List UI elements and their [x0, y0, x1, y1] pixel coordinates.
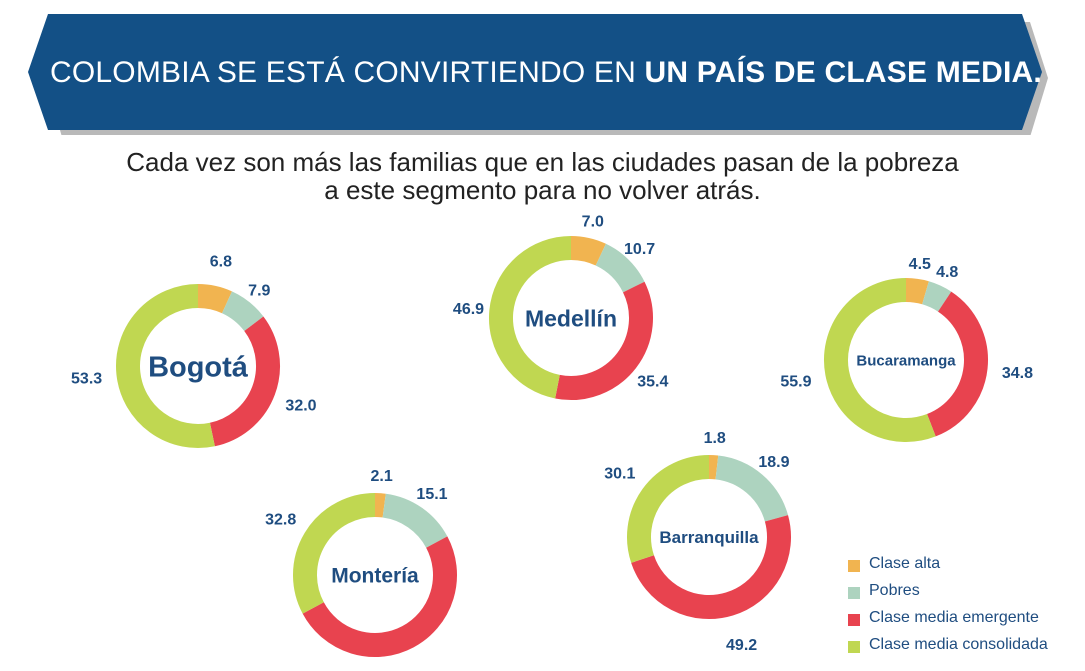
page-title: COLOMBIA SE ESTÁ CONVIRTIENDO EN UN PAÍS…: [50, 56, 1042, 90]
banner-shape: [28, 14, 1042, 130]
value-label-medellin-clase-media-consolidada: 46.9: [453, 301, 484, 318]
city-label-medellin: Medellín: [525, 305, 617, 331]
city-label-bogota: Bogotá: [148, 351, 249, 383]
legend-label-clase-alta: Clase alta: [869, 555, 941, 572]
segment-bucaramanga-clase-media-consolidada: [824, 278, 936, 442]
value-label-bucaramanga-clase-media-emergente: 34.8: [1002, 365, 1033, 382]
value-label-monteria-clase-alta: 2.1: [370, 468, 392, 485]
value-label-medellin-pobres: 10.7: [624, 241, 655, 258]
value-label-bogota-clase-media-emergente: 32.0: [285, 398, 316, 415]
city-label-barranquilla: Barranquilla: [659, 528, 759, 547]
segment-bucaramanga-clase-media-emergente: [926, 291, 988, 437]
value-label-bucaramanga-clase-media-consolidada: 55.9: [780, 374, 811, 391]
segment-monteria-pobres: [382, 493, 448, 549]
segment-medellin-clase-media-consolidada: [488, 236, 572, 399]
segment-bucaramanga-clase-alta: [905, 278, 929, 305]
value-label-bucaramanga-clase-alta: 4.5: [909, 256, 931, 273]
value-label-monteria-pobres: 15.1: [416, 486, 447, 503]
legend-label-pobres: Pobres: [869, 582, 920, 599]
segment-medellin-clase-media-emergente: [555, 281, 653, 400]
donut-barranquilla: 1.8 18.9 49.2 30.1 Barranquilla: [604, 430, 791, 654]
city-label-monteria: Montería: [331, 565, 419, 588]
segment-medellin-pobres: [595, 243, 645, 293]
city-label-bucaramanga: Bucaramanga: [856, 352, 956, 369]
value-label-bogota-clase-alta: 6.8: [210, 254, 232, 271]
value-label-barranquilla-clase-media-emergente: 49.2: [726, 637, 757, 654]
subtitle-line-1: Cada vez son más las familias que en las…: [126, 147, 959, 177]
value-label-monteria-clase-media-consolidada: 32.8: [265, 511, 296, 528]
legend-label-clase-media-consolidada: Clase media consolidada: [869, 636, 1048, 653]
segment-bucaramanga-pobres: [921, 281, 952, 312]
segment-bogota-pobres: [221, 291, 264, 332]
donut-bogota: 6.8 7.9 32.0 53.3 Bogotá: [71, 254, 317, 448]
legend-swatch-clase-media-emergente: [848, 614, 860, 626]
value-label-medellin-clase-media-emergente: 35.4: [637, 374, 668, 391]
segment-monteria-clase-alta: [374, 493, 386, 518]
value-label-bogota-clase-media-consolidada: 53.3: [71, 371, 102, 388]
legend-swatch-clase-alta: [848, 560, 860, 572]
segment-bogota-clase-alta: [197, 284, 232, 314]
value-label-barranquilla-pobres: 18.9: [758, 454, 789, 471]
segment-barranquilla-clase-media-consolidada: [627, 455, 710, 563]
segment-monteria-clase-media-emergente: [302, 536, 457, 657]
donut-bucaramanga: 4.5 4.8 34.8 55.9 Bucaramanga: [780, 256, 1033, 442]
value-label-bogota-pobres: 7.9: [248, 283, 270, 300]
segment-monteria-clase-media-consolidada: [293, 493, 376, 614]
value-label-barranquilla-clase-alta: 1.8: [704, 430, 726, 447]
subtitle: Cada vez son más las familias que en las…: [20, 148, 1065, 204]
donut-medellin: 7.0 10.7 35.4 46.9 Medellín: [453, 213, 668, 400]
title-regular: COLOMBIA SE ESTÁ CONVIRTIENDO EN: [50, 56, 636, 89]
title-bold: UN PAÍS DE CLASE MEDIA.: [644, 56, 1042, 89]
segment-bogota-clase-media-consolidada: [116, 284, 215, 448]
value-label-medellin-clase-alta: 7.0: [582, 213, 604, 230]
title-banner: [28, 14, 1048, 135]
segment-bogota-clase-media-emergente: [209, 316, 280, 447]
legend-label-clase-media-emergente: Clase media emergente: [869, 609, 1039, 626]
value-label-barranquilla-clase-media-consolidada: 30.1: [604, 466, 635, 483]
segment-barranquilla-pobres: [715, 455, 789, 523]
value-label-bucaramanga-pobres: 4.8: [936, 264, 958, 281]
subtitle-line-2: a este segmento para no volver atrás.: [324, 175, 761, 205]
legend-swatch-clase-media-consolidada: [848, 641, 860, 653]
segment-barranquilla-clase-media-emergente: [631, 515, 791, 620]
segment-medellin-clase-alta: [570, 236, 606, 266]
legend-swatch-pobres: [848, 587, 860, 599]
